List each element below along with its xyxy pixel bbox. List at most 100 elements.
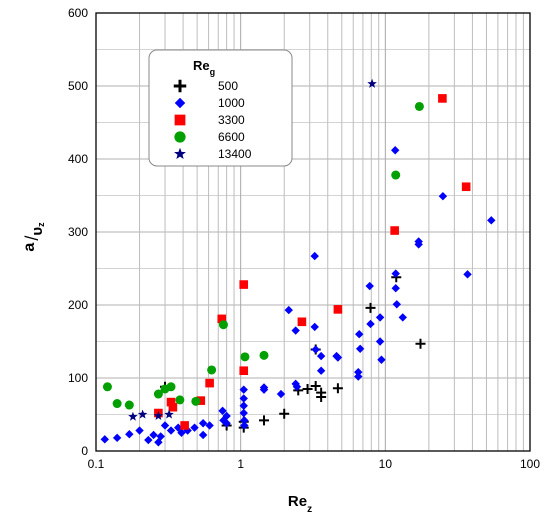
data-point-plus [332,383,343,394]
data-point-diamond [291,326,300,335]
data-point-diamond [354,367,363,377]
data-point-plus [259,415,270,426]
data-point-diamond [240,421,249,430]
legend: Reg 500 1000 3300 6600 13400 [148,49,293,167]
data-point-diamond [100,435,109,444]
data-point-square [217,314,227,324]
data-point-square [239,366,249,375]
svg-text:a/υz: a/υz [21,222,46,252]
data-point-star [137,409,148,419]
y-tick-label: 500 [68,79,88,93]
data-point-diamond [365,281,374,291]
legend-label: 500 [218,79,238,93]
data-point-plus [302,383,313,394]
y-tick-label: 600 [68,6,88,20]
legend-marker-circle [174,131,186,143]
data-point-circle [175,395,185,405]
data-point-diamond [239,401,248,410]
legend-label: 13400 [218,147,252,161]
y-tick-label: 400 [68,152,88,166]
data-point-diamond [173,423,183,432]
legend-label: 1000 [218,96,245,110]
axis-ticks: 0 100 200 300 400 500 600 0.1 1 10 100 [68,6,540,471]
x-tick-label: 0.1 [88,457,105,471]
data-point-diamond [144,435,153,445]
plot-frame [95,12,531,452]
data-point-circle [391,170,401,180]
data-point-diamond [239,394,248,403]
data-point-diamond [160,421,170,430]
legend-marker-diamond [174,97,186,109]
legend-marker-plus [173,79,187,93]
y-tick-label: 300 [68,225,88,239]
data-point-diamond [310,322,319,332]
data-point-circle [153,389,163,399]
data-point-diamond [463,270,472,279]
legend-marker-square [174,114,186,126]
data-point-diamond [198,430,208,440]
x-tick-label: 10 [379,457,393,471]
data-point-diamond [316,351,326,361]
y-tick-label: 100 [68,371,88,385]
data-point-diamond [149,430,158,440]
y-tick-label: 0 [81,444,88,458]
data-point-plus [279,408,290,419]
data-point-square [333,305,343,314]
data-point-diamond [392,300,401,309]
data-point-square [180,421,189,430]
data-point-square [239,280,249,289]
data-point-circle [102,382,112,392]
data-point-circle [207,365,217,375]
data-point-diamond [240,416,249,425]
legend-label: 6600 [218,130,245,144]
data-point-diamond [398,313,407,322]
data-point-circle [166,382,176,392]
legend-items: 500 1000 3300 6600 13400 [173,79,252,161]
data-point-diamond [333,353,343,362]
data-point-plus [310,381,321,392]
data-point-diamond [390,146,400,155]
legend-label: 3300 [218,113,245,127]
data-point-diamond [391,284,400,293]
data-point-square [461,182,471,192]
data-point-circle [240,352,250,362]
data-point-diamond [414,240,423,249]
data-point-square [196,396,206,405]
data-point-diamond [259,385,269,394]
data-point-diamond [391,269,400,278]
data-point-diamond [190,423,199,432]
data-point-circle [112,399,122,409]
data-point-plus [316,391,327,402]
data-point-diamond [355,344,365,353]
data-point-plus [415,338,426,349]
y-axis-label: a/υz [21,222,46,252]
data-point-diamond [218,406,227,416]
data-point-circle [191,396,201,406]
data-point-diamond [438,192,448,201]
data-point-diamond [354,372,363,381]
data-point-diamond [284,305,293,315]
data-point-diamond [276,389,286,399]
data-point-square [166,397,176,407]
data-point-diamond [239,408,248,418]
x-axis-label: Rez [288,493,312,515]
data-point-plus [365,302,376,313]
data-point-circle [414,101,424,111]
x-tick-label: 1 [237,457,244,471]
data-point-diamond [222,419,231,428]
data-point-diamond [375,337,385,346]
data-point-circle [259,350,269,360]
data-point-square [438,94,447,103]
data-point-diamond [377,355,386,364]
data-point-star [164,409,174,419]
data-point-diamond [310,251,319,261]
data-point-diamond [292,382,302,391]
data-point-circle [124,400,134,410]
data-point-diamond [316,366,326,375]
data-point-diamond [156,432,165,441]
data-point-diamond [239,385,248,394]
data-point-diamond [205,421,214,430]
data-point-diamond [222,411,231,421]
x-tick-label: 100 [520,457,540,471]
data-point-square [205,378,214,388]
